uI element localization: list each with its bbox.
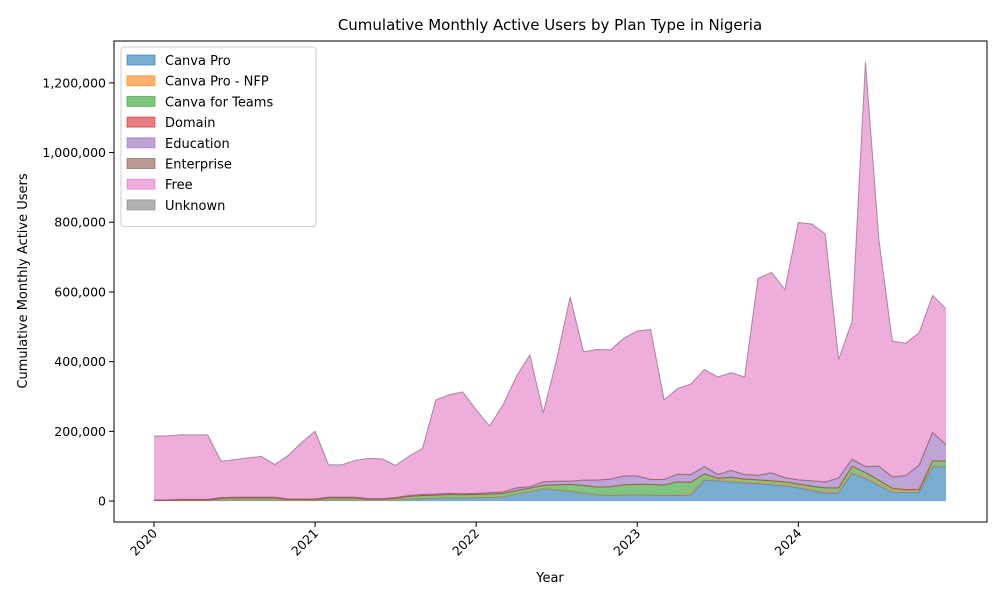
line-enterprise xyxy=(154,431,947,501)
chart-title: Cumulative Monthly Active Users by Plan … xyxy=(338,16,762,34)
legend-label: Canva for Teams xyxy=(165,95,273,110)
legend-swatch xyxy=(126,95,156,107)
legend-swatch xyxy=(126,137,156,149)
legend-swatch xyxy=(126,158,156,169)
y-tick-label: 1,200,000 xyxy=(42,75,106,90)
y-tick-label: 800,000 xyxy=(54,215,106,230)
y-axis: 0 200,000 400,000 600,000 800,000 1,000,000 1,… xyxy=(42,75,114,509)
legend-swatch xyxy=(126,199,156,211)
legend-label: Free xyxy=(165,178,193,193)
legend: Canva Pro Canva Pro - NFP Canva for Teams D… xyxy=(120,46,317,228)
legend-label: Canva Pro - NFP xyxy=(165,75,269,90)
line-unknown xyxy=(153,62,947,467)
x-axis-label: Year xyxy=(535,571,564,586)
y-axis-label: Cumulative Monthly Active Users xyxy=(16,173,31,388)
series-areas xyxy=(154,62,946,502)
legend-swatch xyxy=(126,116,156,128)
legend-label: Unknown xyxy=(165,199,225,214)
legend-label: Canva Pro xyxy=(165,54,231,69)
area-free xyxy=(154,62,946,501)
legend-box xyxy=(120,46,317,228)
y-tick-label: 600,000 xyxy=(54,284,106,299)
y-tick-label: 200,000 xyxy=(54,424,106,439)
legend-label: Enterprise xyxy=(165,158,232,173)
legend-swatch xyxy=(126,54,156,66)
legend-label: Domain xyxy=(165,116,215,131)
line-canva-pro-nfp xyxy=(154,465,946,501)
legend-swatch xyxy=(126,75,156,87)
y-tick-label: 400,000 xyxy=(54,354,106,369)
area-canva-pro xyxy=(154,466,946,502)
legend-label: Education xyxy=(165,137,230,152)
y-tick-label: 0 xyxy=(98,494,106,509)
y-tick-label: 1,000,000 xyxy=(42,145,106,160)
series-lines xyxy=(153,62,947,501)
legend-swatch xyxy=(126,178,156,190)
plot-frame xyxy=(113,40,988,523)
